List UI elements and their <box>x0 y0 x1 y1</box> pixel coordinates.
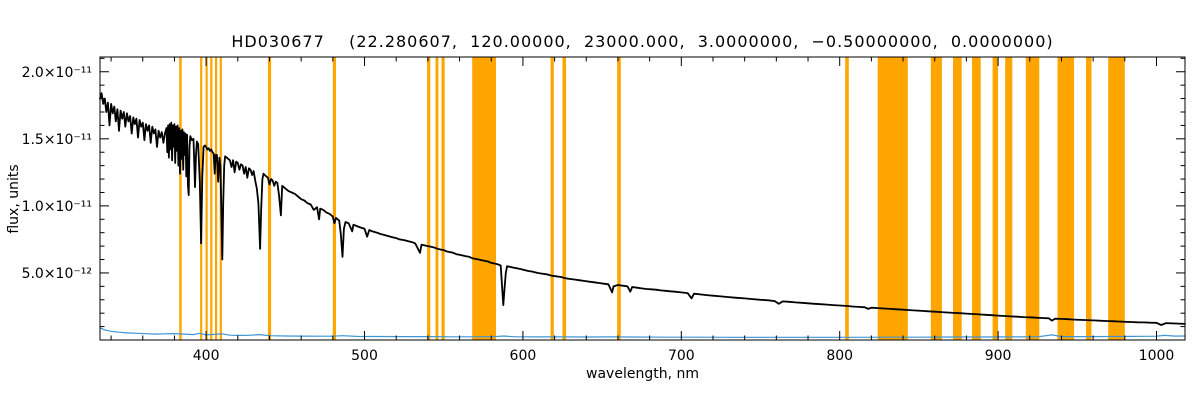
y-tick-label: 1.5×10⁻¹¹ <box>22 132 92 148</box>
masked-region-band <box>472 57 496 340</box>
chart-title: HD030677 (22.280607, 120.00000, 23000.00… <box>231 32 1054 51</box>
x-tick-label: 700 <box>668 348 695 364</box>
plot-border <box>99 56 1186 341</box>
masked-region-band <box>1057 57 1075 340</box>
masked-region-band <box>1086 57 1092 340</box>
masked-region-band <box>435 57 439 340</box>
masked-region-band <box>267 57 272 340</box>
masked-region-band <box>845 57 849 340</box>
masked-region-band <box>215 57 218 340</box>
x-tick-label: 500 <box>351 348 378 364</box>
masked-region-band <box>179 57 182 340</box>
masked-region-band <box>930 57 942 340</box>
x-tick-label: 900 <box>985 348 1012 364</box>
masked-region-band <box>992 57 999 340</box>
y-tick-label: 2.0×10⁻¹¹ <box>22 65 92 81</box>
masked-region-band <box>332 57 336 340</box>
masked-region-band <box>877 57 908 340</box>
axis-ticks <box>100 57 1185 340</box>
masked-region-band <box>427 57 431 340</box>
y-tick-label: 5.0×10⁻¹² <box>22 266 92 282</box>
masked-region-band <box>1108 57 1125 340</box>
masked-region-band <box>441 57 445 340</box>
masked-region-band <box>562 57 566 340</box>
tick-labels: 400 500 600 700 800 900 1000 5.0×10⁻¹² 1.0×10⁻¹¹… <box>22 65 1175 364</box>
x-tick-label: 800 <box>826 348 853 364</box>
uncertainty-curve <box>99 327 1186 338</box>
masked-region-band <box>953 57 962 340</box>
masked-regions <box>179 57 1125 340</box>
x-tick-label: 600 <box>510 348 537 364</box>
masked-region-band <box>210 57 213 340</box>
masked-region-band <box>205 57 208 340</box>
y-axis-label: flux, units <box>6 164 22 234</box>
masked-region-band <box>972 57 981 340</box>
x-tick-label: 1000 <box>1139 348 1175 364</box>
x-tick-label: 400 <box>193 348 220 364</box>
masked-region-band <box>1025 57 1040 340</box>
y-tick-label: 1.0×10⁻¹¹ <box>22 199 92 215</box>
masked-region-band <box>617 57 621 340</box>
masked-region-band <box>1005 57 1013 340</box>
x-axis-label: wavelength, nm <box>586 366 699 382</box>
masked-region-band <box>550 57 554 340</box>
spectrum-curve <box>99 92 1186 326</box>
